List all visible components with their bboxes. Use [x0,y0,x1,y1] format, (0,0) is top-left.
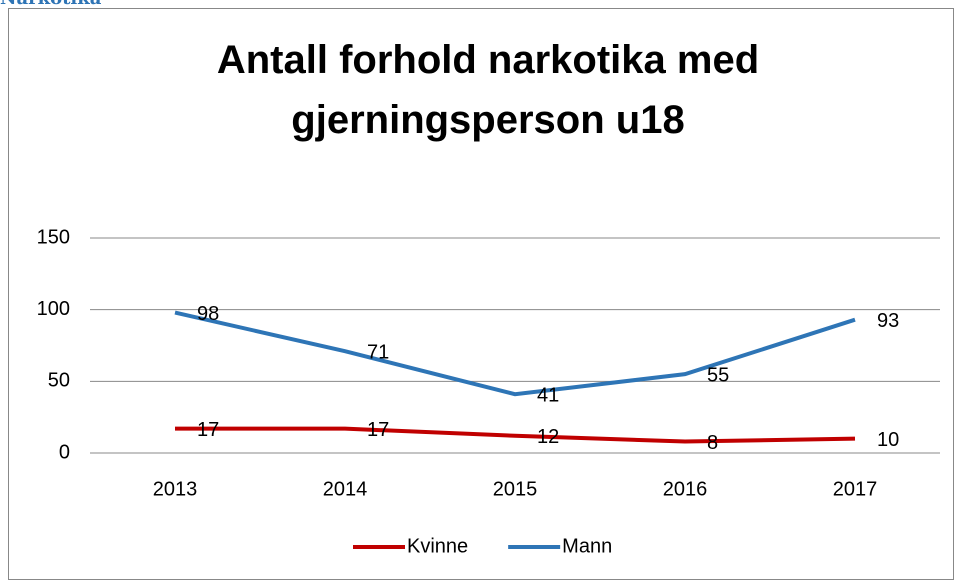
data-label: 17 [367,419,389,441]
data-label: 55 [707,364,729,386]
data-label: 93 [877,310,899,332]
chart-title: Antall forhold narkotika med gjerningspe… [216,38,760,142]
legend-label: Kvinne [407,535,468,557]
x-tick-label: 2015 [493,478,538,500]
x-tick-label: 2016 [663,478,708,500]
x-tick-label: 2013 [153,478,198,500]
x-tick-label: 2014 [323,478,368,500]
line-series [174,310,856,397]
y-tick-label: 50 [48,370,70,392]
legend-label: Mann [562,535,612,557]
y-tick-label: 100 [37,298,70,320]
data-label: 12 [537,426,559,448]
x-tick-label: 2017 [833,478,878,500]
line-series [175,426,856,444]
y-tick-label: 0 [59,441,70,463]
data-label: 8 [707,432,718,454]
data-label: 10 [877,429,899,451]
y-tick-label: 150 [37,226,70,248]
section-heading: Narkotika [0,0,101,9]
data-label: 98 [197,303,219,325]
data-label: 71 [367,342,389,364]
data-label: 17 [197,419,219,441]
data-label: 41 [537,385,559,407]
